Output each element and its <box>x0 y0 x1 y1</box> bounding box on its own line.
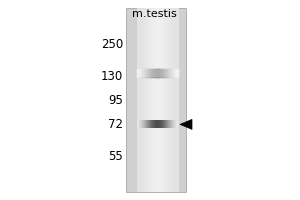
Bar <box>126 8 186 192</box>
Text: 250: 250 <box>101 38 123 50</box>
Text: 95: 95 <box>108 94 123 106</box>
Text: 72: 72 <box>108 118 123 132</box>
Text: 130: 130 <box>101 71 123 84</box>
Polygon shape <box>180 119 192 129</box>
Text: m.testis: m.testis <box>132 9 177 19</box>
Text: 55: 55 <box>108 150 123 162</box>
